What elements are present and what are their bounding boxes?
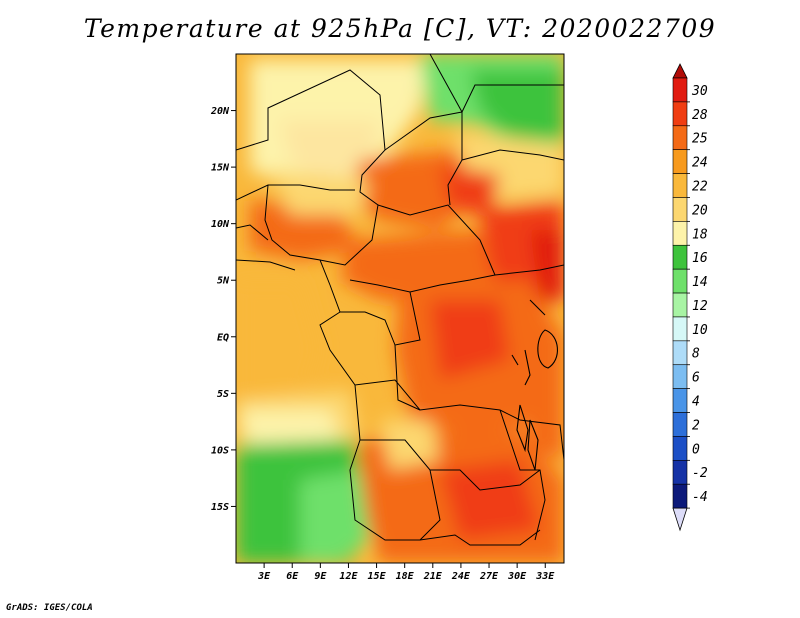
colorbar-label: 20 bbox=[692, 203, 708, 218]
lat-tick-label: 15S bbox=[211, 502, 229, 513]
lon-tick-label: 6E bbox=[286, 571, 299, 582]
colorbar-label: 30 bbox=[691, 84, 708, 99]
colorbar-swatch bbox=[672, 77, 688, 103]
colorbar-swatch bbox=[672, 221, 688, 246]
latitude-axis: 20N 15N 10N 5N EQ 5S 10S 15S bbox=[210, 106, 236, 513]
grads-credit: GrADS: IGES/COLA bbox=[6, 603, 93, 613]
lat-tick-label: 5S bbox=[217, 389, 229, 400]
lakes bbox=[511, 299, 558, 471]
lat-tick-label: EQ bbox=[217, 332, 229, 343]
lat-tick-label: 20N bbox=[210, 106, 230, 117]
colorbar-swatch bbox=[672, 388, 688, 413]
colorbar-label: 8 bbox=[692, 347, 700, 362]
colorbar-swatch bbox=[672, 101, 688, 127]
lon-tick-label: 12E bbox=[339, 571, 358, 582]
lat-tick-label: 10N bbox=[211, 219, 230, 230]
colorbar-label: 25 bbox=[692, 132, 708, 147]
colorbar-swatch bbox=[672, 483, 688, 509]
colorbar-swatch bbox=[672, 268, 688, 294]
country-borders bbox=[236, 54, 564, 546]
colorbar-label: 0 bbox=[692, 442, 700, 457]
colorbar-label: 6 bbox=[692, 371, 700, 386]
colorbar-label: 24 bbox=[692, 156, 708, 171]
lon-tick-label: 33E bbox=[535, 571, 555, 582]
temperature-field bbox=[236, 54, 564, 563]
lat-tick-label: 15N bbox=[211, 163, 230, 174]
colorbar-swatch bbox=[672, 197, 688, 222]
lon-tick-label: 3E bbox=[257, 571, 271, 582]
map-title: Temperature at 925hPa [C], VT: 202002270… bbox=[83, 14, 717, 43]
colorbar-swatch bbox=[672, 244, 688, 270]
colorbar-label: 10 bbox=[692, 323, 708, 338]
colorbar-swatch bbox=[672, 412, 688, 437]
colorbar-swatch bbox=[672, 292, 688, 318]
map-frame bbox=[235, 53, 565, 564]
colorbar-label: 22 bbox=[692, 179, 708, 194]
colorbar-swatch bbox=[672, 316, 688, 342]
lon-tick-label: 9E bbox=[314, 571, 327, 582]
lon-tick-label: 27E bbox=[479, 571, 499, 582]
colorbar-label: 14 bbox=[692, 275, 708, 290]
lon-tick-label: 24E bbox=[451, 571, 471, 582]
lon-tick-label: 21E bbox=[423, 571, 443, 582]
colorbar-swatch bbox=[672, 340, 688, 366]
colorbar-swatch bbox=[672, 460, 688, 485]
colorbar-swatch bbox=[672, 436, 688, 461]
colorbar-top-arrow bbox=[672, 63, 688, 79]
colorbar-swatch bbox=[672, 173, 688, 198]
lat-tick-label: 10S bbox=[211, 445, 229, 456]
lon-tick-label: 15E bbox=[368, 571, 387, 582]
lon-tick-label: 30E bbox=[507, 571, 527, 582]
colorbar-label: 28 bbox=[692, 108, 708, 123]
colorbar-label: 18 bbox=[692, 227, 708, 242]
colorbar-label: -2 bbox=[692, 466, 708, 481]
longitude-axis: 3E 6E 9E 12E 15E 18E 21E 24E 27E 30E 33E bbox=[257, 563, 555, 582]
colorbar-swatch bbox=[672, 125, 688, 150]
colorbar-label: 2 bbox=[692, 418, 700, 433]
colorbar-swatch bbox=[672, 149, 688, 174]
lat-tick-label: 5N bbox=[217, 276, 230, 287]
colorbar-bottom-arrow bbox=[672, 507, 688, 532]
colorbar-label: 16 bbox=[692, 251, 708, 266]
colorbar-label: 4 bbox=[692, 395, 700, 410]
lon-tick-label: 18E bbox=[396, 571, 415, 582]
colorbar-label: -4 bbox=[692, 490, 708, 505]
colorbar-label: 12 bbox=[692, 299, 708, 314]
colorbar-swatch bbox=[672, 364, 688, 389]
